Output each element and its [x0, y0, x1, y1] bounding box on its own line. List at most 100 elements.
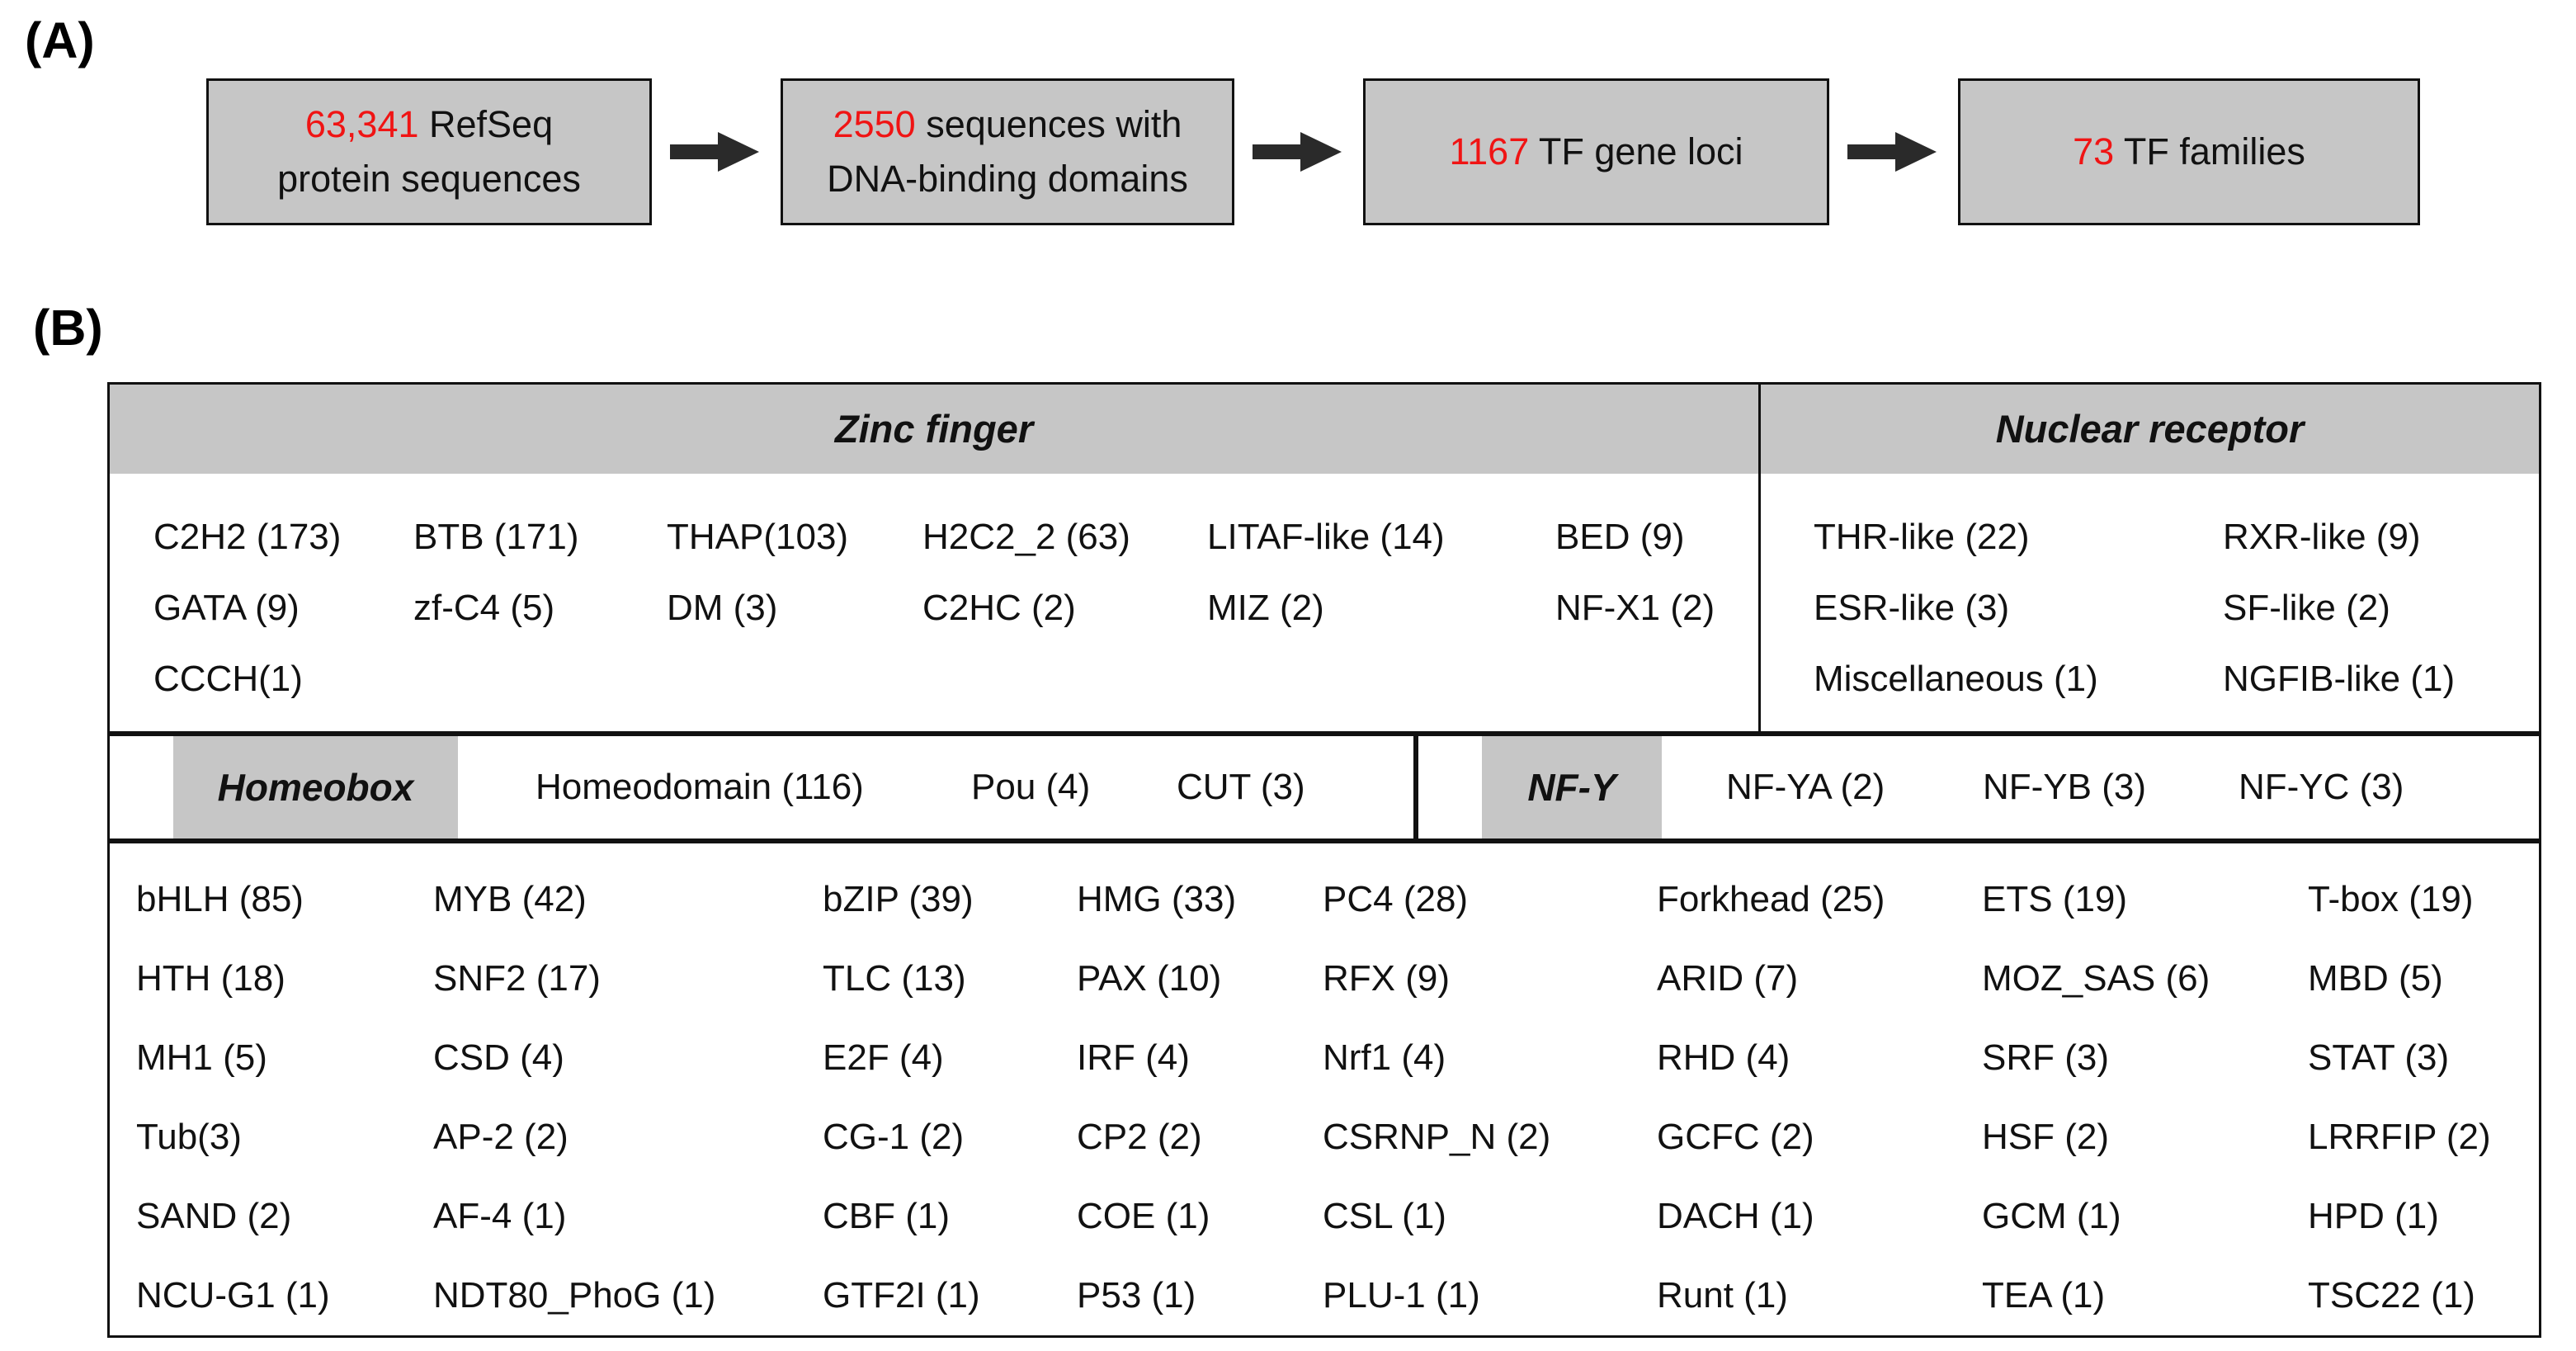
step-text: TF gene loci	[1529, 130, 1743, 172]
family-cell: C2HC (2)	[922, 588, 1076, 628]
family-cell: Miscellaneous (1)	[1814, 659, 2098, 699]
arrow-right-icon	[1253, 132, 1342, 172]
panel-a-flowchart: 63,341 RefSeq protein sequences 2550 seq…	[206, 78, 2420, 225]
family-cell: T-box (19)	[2308, 879, 2474, 919]
flow-step-line: 1167 TF gene loci	[1382, 125, 1810, 179]
family-cell: HTH (18)	[136, 958, 285, 999]
zinc-finger-header: Zinc finger	[110, 385, 1761, 474]
flow-step-loci: 1167 TF gene loci	[1363, 78, 1829, 225]
panel-a-label: (A)	[25, 12, 95, 68]
family-cell: NCU-G1 (1)	[136, 1275, 330, 1316]
family-cell: RFX (9)	[1323, 958, 1450, 999]
family-cell: NF-X1 (2)	[1555, 588, 1715, 628]
flow-arrow	[1234, 78, 1363, 225]
family-cell: CSRNP_N (2)	[1323, 1117, 1551, 1157]
family-cell: MH1 (5)	[136, 1037, 267, 1078]
family-cell: E2F (4)	[823, 1037, 944, 1078]
family-cell: RHD (4)	[1657, 1037, 1790, 1078]
zinc-nuclear-body: C2H2 (173) BTB (171) THAP(103) H2C2_2 (6…	[110, 474, 2539, 731]
family-cell: TEA (1)	[1982, 1275, 2106, 1316]
family-cell: NF-YB (3)	[1983, 767, 2146, 807]
family-cell: TSC22 (1)	[2308, 1275, 2475, 1316]
flow-step-dbd: 2550 sequences with DNA-binding domains	[781, 78, 1234, 225]
family-cell: SAND (2)	[136, 1196, 292, 1236]
family-cell: PAX (10)	[1077, 958, 1222, 999]
family-cell: SNF2 (17)	[433, 958, 601, 999]
other-families-table: bHLH (85) MYB (42) bZIP (39) HMG (33) PC…	[107, 841, 2541, 1338]
zinc-finger-cells: C2H2 (173) BTB (171) THAP(103) H2C2_2 (6…	[110, 474, 1761, 731]
family-cell: ESR-like (3)	[1814, 588, 2010, 628]
family-cell: NF-YA (2)	[1726, 767, 1885, 807]
family-cell: CP2 (2)	[1077, 1117, 1202, 1157]
step-count: 63,341	[304, 103, 419, 145]
family-cell: THAP(103)	[667, 517, 849, 557]
panel-b-label: (B)	[33, 300, 103, 356]
nfy-header: NF-Y	[1482, 736, 1662, 838]
family-cell: DACH (1)	[1657, 1196, 1814, 1236]
family-cell: MOZ_SAS (6)	[1982, 958, 2210, 999]
flow-step-line: 2550 sequences with	[800, 97, 1215, 152]
family-cell: STAT (3)	[2308, 1037, 2450, 1078]
family-cell: GCFC (2)	[1657, 1117, 1814, 1157]
family-cell: CUT (3)	[1177, 767, 1305, 807]
flow-step-refseq: 63,341 RefSeq protein sequences	[206, 78, 652, 225]
flow-arrow	[652, 78, 781, 225]
family-cell: NGFIB-like (1)	[2223, 659, 2456, 699]
family-cell: PLU-1 (1)	[1323, 1275, 1480, 1316]
family-cell: PC4 (28)	[1323, 879, 1469, 919]
family-cell: RXR-like (9)	[2223, 517, 2421, 557]
family-cell: LRRFIP (2)	[2308, 1117, 2491, 1157]
family-cell: Nrf1 (4)	[1323, 1037, 1446, 1078]
family-cell: BED (9)	[1555, 517, 1685, 557]
family-cell: HMG (33)	[1077, 879, 1237, 919]
family-cell: bHLH (85)	[136, 879, 304, 919]
zinc-nuclear-table: Zinc finger Nuclear receptor C2H2 (173) …	[107, 382, 2541, 734]
family-cell: AP-2 (2)	[433, 1117, 569, 1157]
family-cell: SF-like (2)	[2223, 588, 2390, 628]
homeobox-nfy-row: Homeobox Homeodomain (116) Pou (4) CUT (…	[107, 734, 2541, 841]
nuclear-receptor-header: Nuclear receptor	[1761, 385, 2539, 474]
flow-step-families: 73 TF families	[1958, 78, 2420, 225]
flow-arrow	[1829, 78, 1958, 225]
nuclear-receptor-cells: THR-like (22) RXR-like (9) ESR-like (3) …	[1761, 474, 2539, 731]
family-cell: CG-1 (2)	[823, 1117, 965, 1157]
family-cell: CSD (4)	[433, 1037, 564, 1078]
family-cell: ETS (19)	[1982, 879, 2128, 919]
family-cell: C2H2 (173)	[153, 517, 342, 557]
step-count: 1167	[1449, 130, 1530, 172]
family-cell: zf-C4 (5)	[413, 588, 555, 628]
family-cell: DM (3)	[667, 588, 778, 628]
arrow-right-icon	[670, 132, 759, 172]
family-cell: HPD (1)	[2308, 1196, 2439, 1236]
family-cell: LITAF-like (14)	[1207, 517, 1445, 557]
arrow-right-icon	[1847, 132, 1937, 172]
family-cell: ARID (7)	[1657, 958, 1799, 999]
family-cell: HSF (2)	[1982, 1117, 2109, 1157]
zinc-nuclear-header-row: Zinc finger Nuclear receptor	[110, 385, 2539, 474]
family-cell: GCM (1)	[1982, 1196, 2121, 1236]
step-text: sequences with	[915, 103, 1182, 145]
family-cell: Pou (4)	[971, 767, 1091, 807]
family-cell: TLC (13)	[823, 958, 966, 999]
family-cell: Tub(3)	[136, 1117, 242, 1157]
family-cell: MBD (5)	[2308, 958, 2443, 999]
family-cell: THR-like (22)	[1814, 517, 2030, 557]
family-cell: NF-YC (3)	[2239, 767, 2404, 807]
step-text: RefSeq	[418, 103, 554, 145]
flow-step-line: 63,341 RefSeq	[225, 97, 633, 152]
flow-step-line: 73 TF families	[1977, 125, 2401, 179]
family-cell: IRF (4)	[1077, 1037, 1190, 1078]
family-cell: BTB (171)	[413, 517, 579, 557]
flow-step-line: DNA-binding domains	[827, 158, 1188, 200]
family-cell: NDT80_PhoG (1)	[433, 1275, 716, 1316]
homeobox-box: Homeobox Homeodomain (116) Pou (4) CUT (…	[107, 734, 1416, 841]
nfy-box: NF-Y NF-YA (2) NF-YB (3) NF-YC (3)	[1416, 734, 2541, 841]
homeobox-header: Homeobox	[173, 736, 458, 838]
family-cell: Forkhead (25)	[1657, 879, 1885, 919]
family-cell: SRF (3)	[1982, 1037, 2109, 1078]
family-cell: CBF (1)	[823, 1196, 950, 1236]
family-cell: MIZ (2)	[1207, 588, 1324, 628]
step-count: 73	[2073, 130, 2115, 172]
family-cell: COE (1)	[1077, 1196, 1210, 1236]
